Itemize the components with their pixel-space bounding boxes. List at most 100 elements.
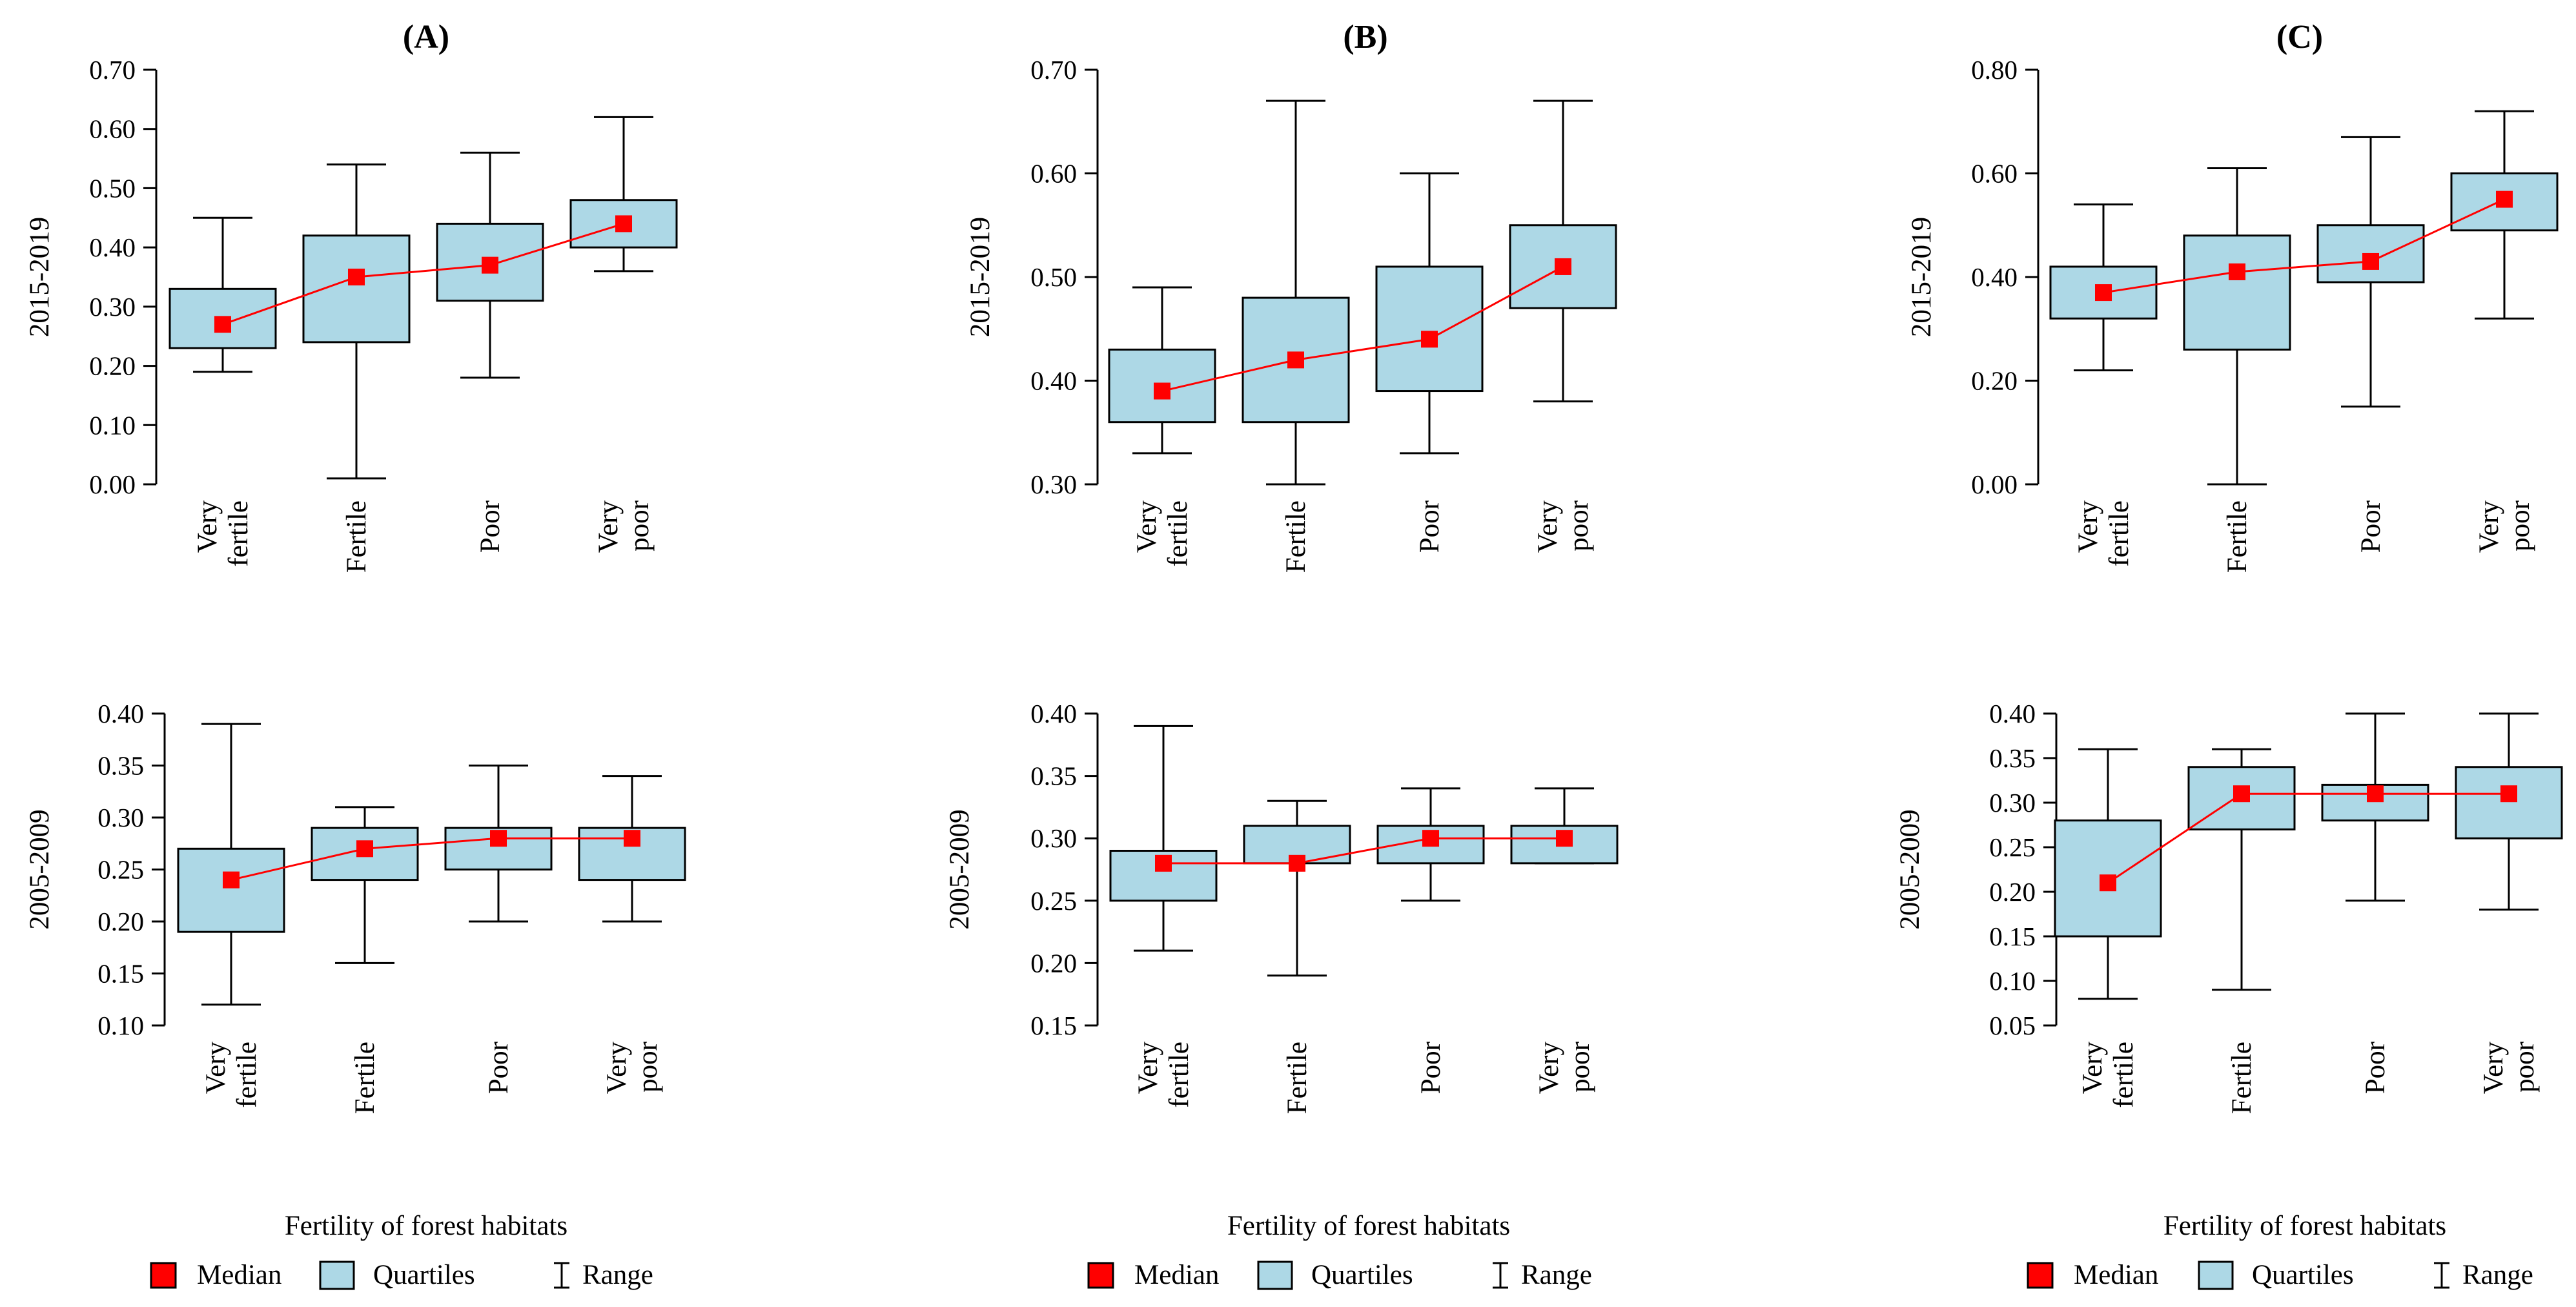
y-tick-label: 0.60 (1030, 159, 1077, 189)
y-tick-label: 0.30 (89, 292, 136, 322)
legend-quartiles-label: Quartiles (1311, 1260, 1413, 1290)
category-label: poor (2510, 1042, 2540, 1093)
y-tick-label: 0.35 (1989, 743, 2036, 773)
legend-range-icon (554, 1262, 569, 1289)
median-marker (2500, 785, 2517, 803)
y-tick-label: 0.50 (1030, 262, 1077, 292)
median-line (2103, 198, 2505, 294)
x-axis-title: Fertility of forest habitats (2163, 1211, 2446, 1241)
category-label: Poor (1415, 500, 1445, 553)
y-axis-label: 2015-2019 (965, 217, 996, 337)
quartile-box (1109, 850, 1218, 902)
median-marker (2229, 263, 2245, 280)
legend-quartiles-label: Quartiles (373, 1260, 475, 1290)
y-axis-label: 2015-2019 (25, 217, 55, 337)
category-label: Very (602, 1042, 632, 1095)
median-marker (2095, 284, 2112, 302)
category-label: Fertile (2227, 1042, 2257, 1114)
y-tick-label: 0.15 (1030, 1011, 1077, 1040)
legend-range-label: Range (2462, 1260, 2533, 1290)
legend-median-label: Median (197, 1260, 281, 1290)
median-marker (348, 269, 365, 285)
y-tick-label: 0.15 (1989, 921, 2036, 951)
y-tick-label: 0.35 (1030, 761, 1077, 791)
y-tick-label: 0.30 (1030, 823, 1077, 853)
median-marker (1556, 830, 1573, 847)
y-tick-label: 0.50 (89, 173, 136, 203)
panel-title: (C) (2276, 19, 2323, 56)
legend-range-icon (2434, 1262, 2449, 1289)
category-label: fertile (1164, 1042, 1194, 1108)
y-tick-label: 0.40 (89, 232, 136, 262)
y-tick-label: 0.10 (97, 1011, 144, 1040)
y-tick-label: 0.20 (89, 351, 136, 381)
median-marker (214, 316, 231, 333)
quartile-box (302, 234, 411, 344)
median-marker (356, 840, 373, 858)
quartile-box (2455, 766, 2563, 839)
panel-title: (A) (403, 19, 449, 56)
median-line (2107, 792, 2509, 884)
y-tick-label: 0.25 (1989, 832, 2036, 862)
median-marker (2496, 190, 2513, 208)
y-tick-label: 0.30 (97, 803, 144, 832)
y-tick-label: 0.15 (97, 959, 144, 989)
legend-range-label: Range (582, 1260, 653, 1290)
category-label: Very (192, 500, 223, 553)
median-marker (1555, 258, 1571, 275)
category-label: poor (2505, 500, 2535, 551)
category-label: fertile (2109, 1042, 2139, 1108)
category-label: Poor (475, 500, 506, 553)
quartile-box (2183, 234, 2291, 351)
y-axis-label: 2015-2019 (1906, 217, 1937, 337)
median-line (230, 837, 632, 881)
category-label: Very (1133, 1042, 1163, 1095)
y-tick-label: 0.20 (1971, 366, 2018, 396)
category-label: poor (624, 500, 655, 551)
category-label: fertile (1163, 500, 1193, 567)
y-tick-label: 0.60 (1971, 159, 2018, 189)
median-marker (1421, 331, 1438, 348)
category-label: Poor (1416, 1042, 1446, 1094)
category-label: Very (1132, 500, 1162, 553)
category-label: Fertile (1281, 500, 1311, 573)
category-label: Very (2474, 500, 2504, 553)
median-marker (1154, 382, 1170, 400)
category-label: Very (201, 1042, 231, 1095)
median-marker (1422, 830, 1439, 847)
y-tick-label: 0.10 (1989, 966, 2036, 996)
y-tick-label: 0.30 (1989, 788, 2036, 818)
median-marker (2367, 785, 2384, 803)
category-label: fertile (232, 1042, 262, 1108)
median-line (222, 223, 624, 325)
legend-median-swatch (1087, 1262, 1114, 1289)
category-label: fertile (2104, 500, 2134, 567)
y-tick-label: 0.10 (89, 410, 136, 440)
median-line (1161, 265, 1564, 393)
y-tick-label: 0.35 (97, 751, 144, 781)
y-tick-label: 0.00 (1971, 469, 2018, 499)
y-tick-label: 0.40 (1989, 699, 2036, 728)
category-label: Very (2479, 1042, 2509, 1095)
legend-median-label: Median (1134, 1260, 1219, 1290)
x-axis-title: Fertility of forest habitats (1227, 1211, 1510, 1241)
y-tick-label: 0.05 (1989, 1011, 2036, 1040)
category-label: Very (1533, 500, 1563, 553)
y-tick-label: 0.30 (1030, 469, 1077, 499)
category-label: Fertile (350, 1042, 380, 1114)
median-marker (2233, 785, 2250, 803)
legend-range-label: Range (1521, 1260, 1592, 1290)
category-label: Fertile (342, 500, 372, 573)
y-tick-label: 0.25 (1030, 886, 1077, 916)
median-line (1163, 837, 1564, 865)
median-marker (1287, 351, 1304, 369)
quartile-box (1242, 296, 1350, 424)
legend-range-icon (1493, 1262, 1508, 1289)
category-label: Very (2078, 1042, 2108, 1095)
y-tick-label: 0.20 (1030, 948, 1077, 978)
median-marker (2362, 252, 2379, 270)
y-tick-label: 0.60 (89, 114, 136, 144)
y-tick-label: 0.20 (97, 907, 144, 936)
category-label: poor (633, 1042, 663, 1093)
y-axis-label: 2005-2009 (1895, 809, 1925, 929)
